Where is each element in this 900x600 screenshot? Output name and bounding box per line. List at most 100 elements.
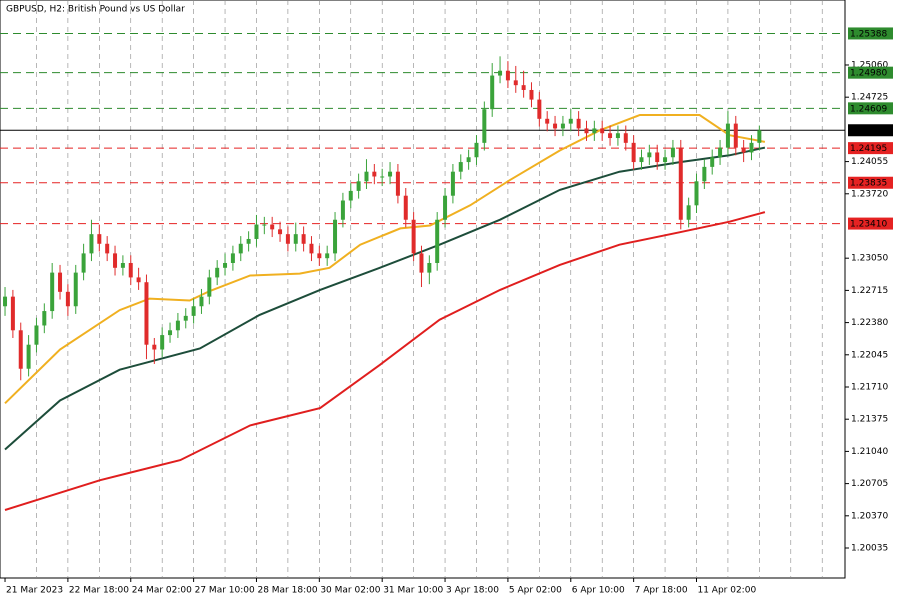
plot-frame: [0, 0, 846, 579]
candle-body: [615, 133, 620, 139]
candle-body: [647, 152, 652, 158]
candle-body: [553, 123, 558, 129]
candle-body: [160, 335, 165, 350]
candle-body: [191, 306, 196, 316]
candle-body: [380, 176, 385, 178]
candle-body: [592, 128, 597, 134]
candle-body: [105, 243, 110, 254]
candle-body: [364, 171, 369, 182]
candle-body: [199, 296, 204, 307]
candle-body: [65, 291, 70, 307]
candle-body: [89, 234, 94, 254]
y-tick-label: 1.22715: [851, 286, 888, 296]
y-tick-label: 1.23720: [851, 189, 888, 199]
candle-body: [230, 253, 235, 263]
x-tick-label: 24 Mar 02:00: [132, 586, 192, 596]
candle-body: [741, 147, 746, 153]
candle-body: [529, 89, 534, 100]
candle-body: [395, 171, 400, 196]
candle-body: [757, 130, 762, 143]
candle-body: [246, 238, 251, 244]
level-label-box: [848, 217, 893, 230]
candle-body: [223, 262, 228, 268]
y-tick-label: 1.21040: [851, 447, 888, 457]
candle-body: [175, 320, 180, 331]
y-tick-label: 1.20370: [851, 511, 888, 521]
y-tick-label: 1.24055: [851, 157, 888, 167]
moving-average: [4, 114, 766, 405]
candle-body: [270, 224, 275, 230]
candle-body: [663, 157, 668, 163]
candle-body: [411, 219, 416, 254]
candle-body: [584, 128, 589, 134]
candle-body: [670, 147, 675, 158]
x-tick-label: 5 Apr 02:00: [509, 586, 562, 596]
candle-body: [278, 229, 283, 235]
x-tick-label: 22 Mar 18:00: [69, 586, 129, 596]
candle-body: [42, 311, 47, 326]
candle-body: [733, 123, 738, 148]
level-label: 1.24195: [850, 144, 887, 154]
level-label-box: [848, 124, 893, 137]
candle-body: [26, 344, 31, 369]
candle-body: [568, 118, 573, 124]
level-label: 1.24980: [850, 69, 887, 79]
candle-body: [403, 195, 408, 220]
candle-body: [10, 296, 15, 331]
candle-body: [639, 157, 644, 163]
candle-body: [718, 147, 723, 158]
candle-body: [419, 253, 424, 273]
candle-body: [113, 253, 118, 268]
candle-body: [309, 243, 314, 254]
candle-body: [97, 234, 102, 244]
candle-body: [623, 133, 628, 143]
candle-body: [474, 142, 479, 158]
y-tick-label: 1.21375: [851, 415, 888, 425]
candle-body: [725, 123, 730, 148]
candle-body: [238, 243, 243, 254]
candle-body: [521, 85, 526, 90]
candle-body: [600, 128, 605, 134]
candle-body: [262, 224, 267, 226]
candle-body: [513, 80, 518, 86]
candle-body: [498, 70, 503, 76]
candle-body: [435, 219, 440, 263]
candle-body: [482, 109, 487, 143]
candle-body: [325, 253, 330, 259]
candle-body: [18, 330, 23, 369]
level-label-box: [848, 27, 893, 40]
candle-body: [749, 142, 754, 153]
level-label-box: [848, 66, 893, 79]
level-label: 1.23410: [850, 220, 887, 230]
candle-body: [655, 152, 660, 163]
candle-body: [168, 330, 173, 336]
level-label: 1.24609: [850, 104, 887, 114]
y-tick-label: 1.22045: [851, 350, 888, 360]
candle-body: [631, 142, 636, 163]
candle-body: [293, 234, 298, 244]
candle-body: [340, 200, 345, 220]
candle-body: [545, 118, 550, 124]
level-label-box: [848, 142, 893, 155]
candle-body: [505, 70, 510, 81]
candle-body: [356, 181, 361, 191]
x-tick-label: 6 Apr 10:00: [572, 586, 625, 596]
candle-body: [34, 325, 39, 345]
candle-body: [458, 162, 463, 172]
candle-body: [285, 234, 290, 244]
candle-body: [348, 190, 353, 201]
chart-title: GBPUSD, H2: British Pound vs US Dollar: [6, 5, 185, 15]
y-tick-label: 1.22380: [851, 318, 888, 328]
candle-body: [608, 133, 613, 139]
candle-body: [50, 272, 55, 312]
candle-body: [702, 166, 707, 182]
candle-body: [686, 205, 691, 220]
candle-body: [537, 99, 542, 119]
moving-average: [4, 211, 766, 511]
candle-body: [333, 219, 338, 254]
level-label-box: [848, 102, 893, 115]
level-label-box: [848, 176, 893, 189]
candle-body: [81, 253, 86, 273]
y-tick-label: 1.21710: [851, 382, 888, 392]
